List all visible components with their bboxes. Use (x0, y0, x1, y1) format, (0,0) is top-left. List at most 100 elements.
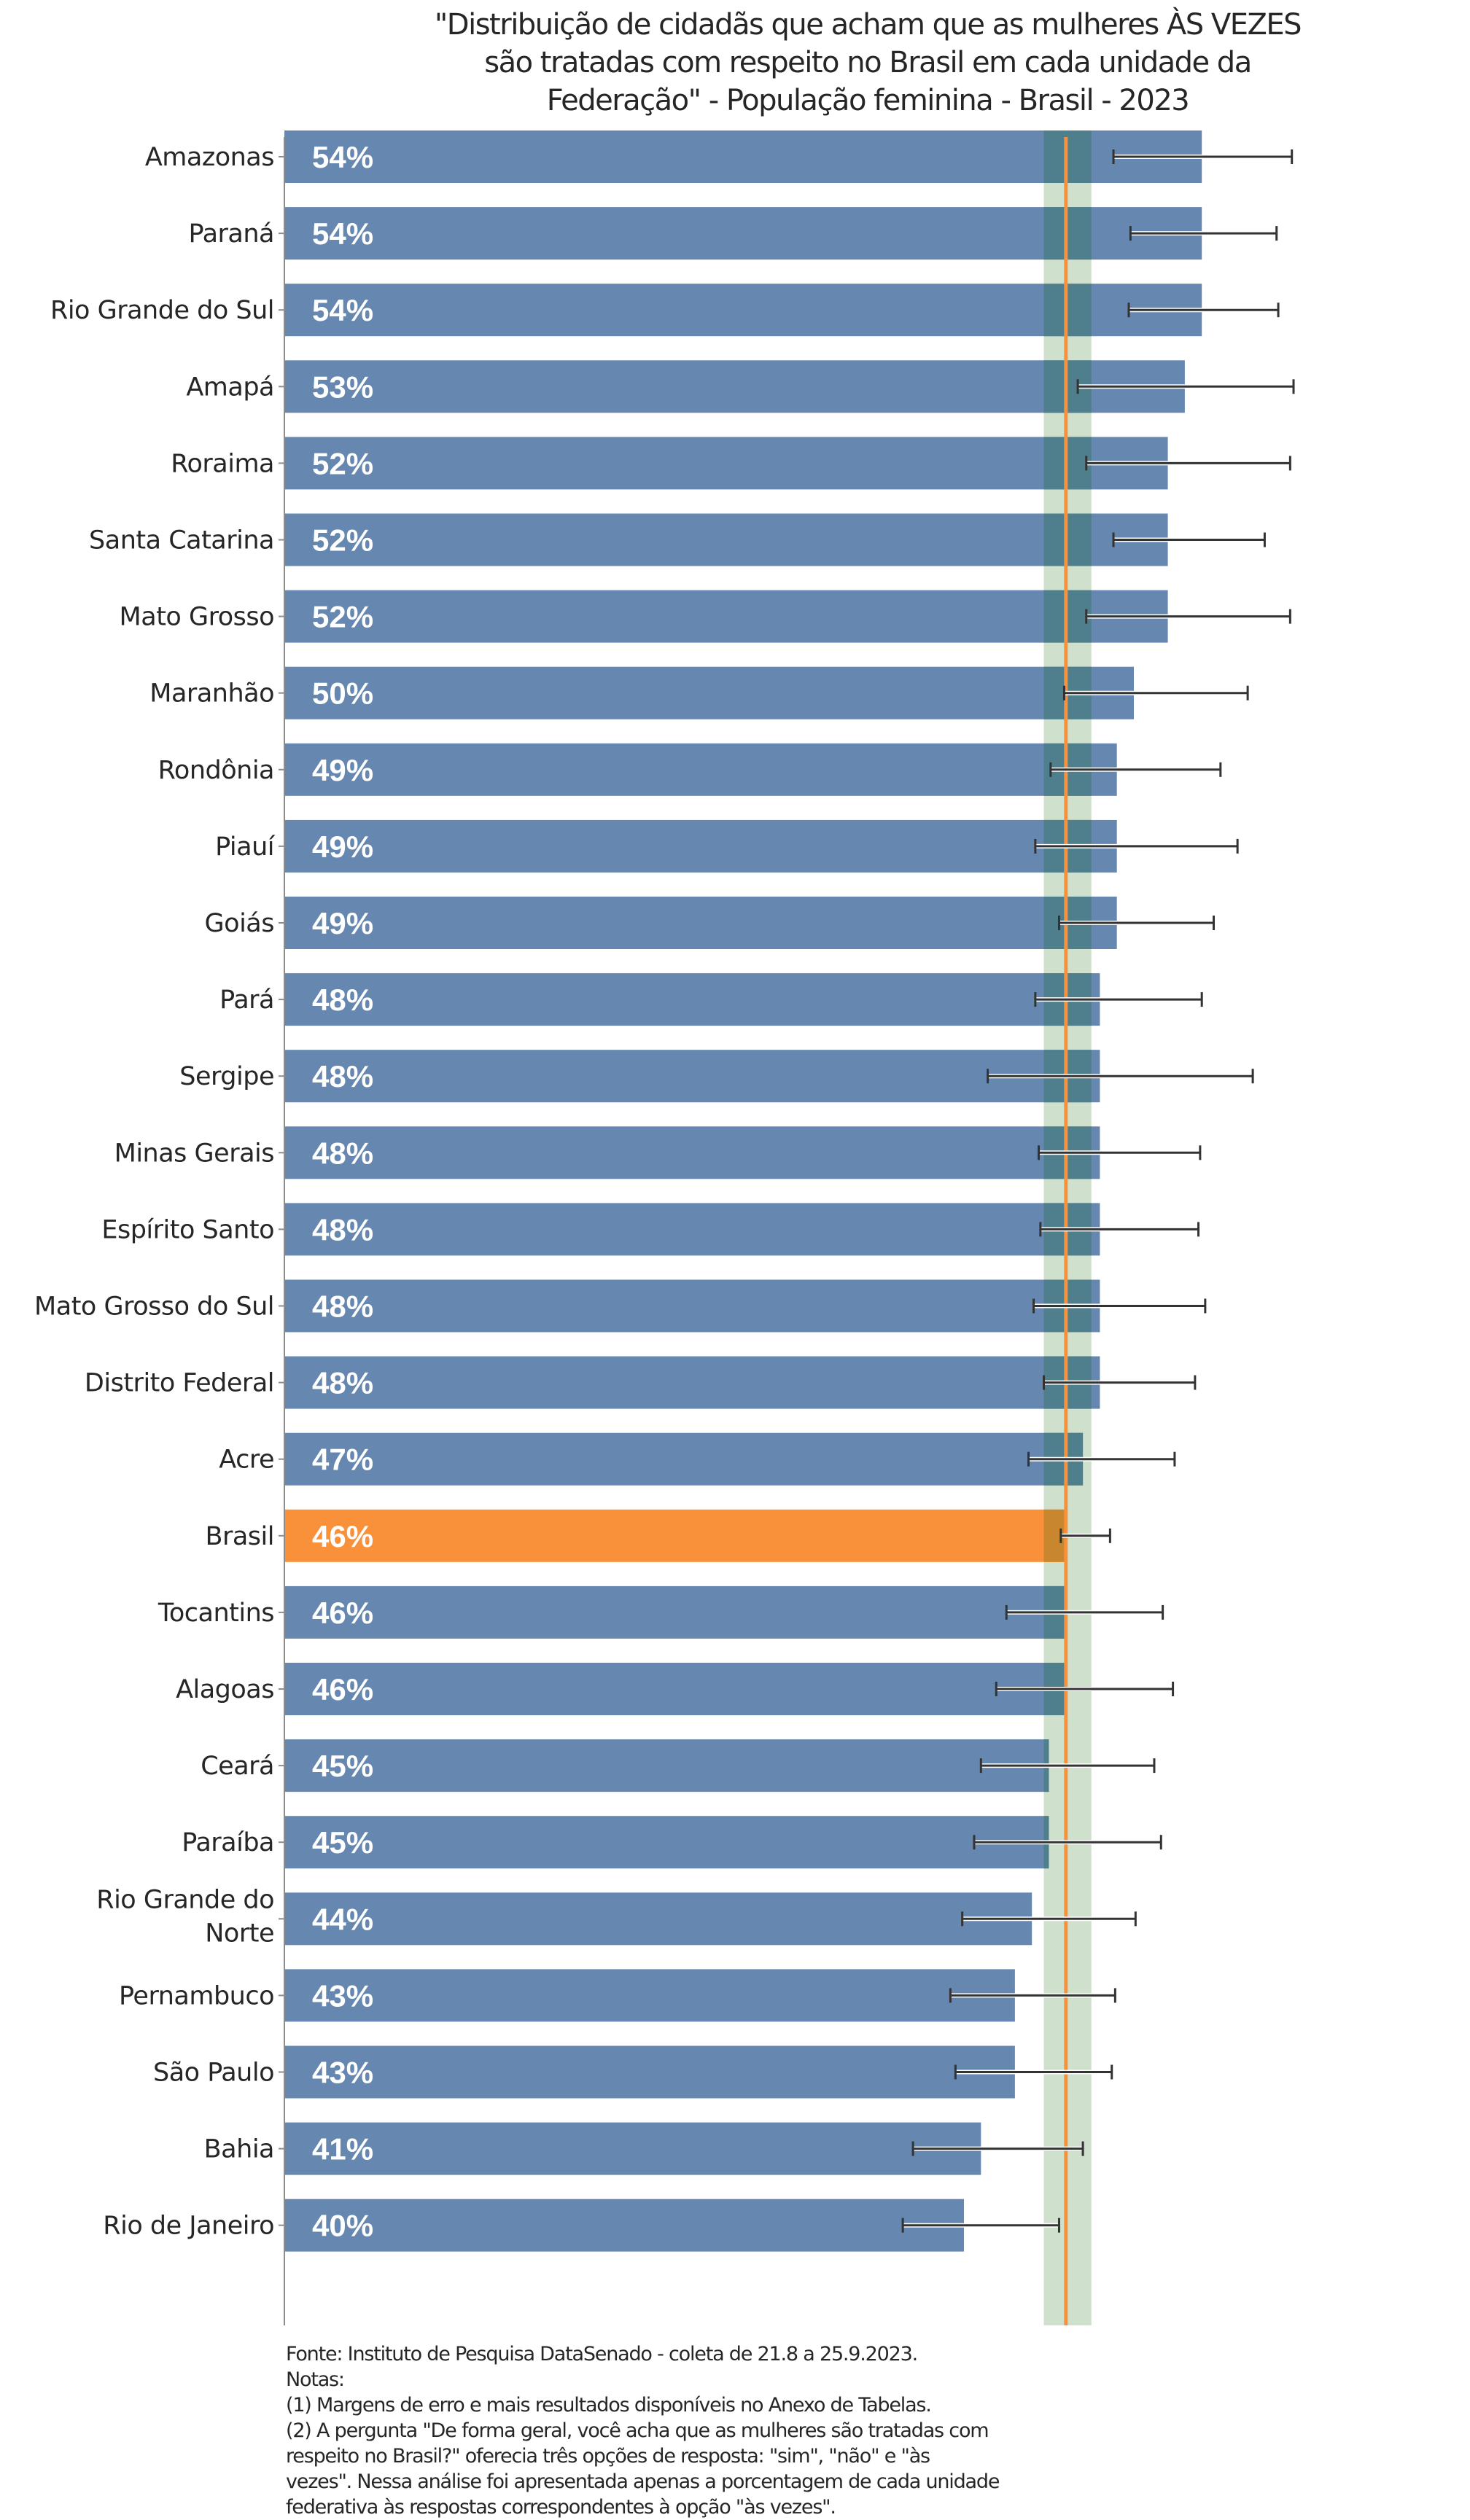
value-label: 49% (312, 830, 373, 864)
bar (284, 1432, 1084, 1486)
bar (284, 437, 1168, 490)
value-label: 43% (312, 1978, 373, 2013)
bar (284, 743, 1117, 796)
bar (284, 1663, 1066, 1715)
category-label: Rio Grande do Sul (50, 296, 274, 325)
category-label: Paraná (189, 219, 274, 249)
category-label: Norte (205, 1919, 274, 1948)
note-2-line: federativa às respostas correspondentes … (286, 2496, 836, 2519)
category-label: Piauí (215, 832, 276, 862)
y-axis (279, 137, 285, 2325)
note-1: (1) Margens de erro e mais resultados di… (286, 2394, 932, 2416)
bar (284, 1816, 1049, 1869)
value-label: 45% (312, 1825, 373, 1860)
category-label: Santa Catarina (89, 526, 274, 555)
value-label: 50% (312, 676, 373, 711)
bar (284, 360, 1185, 413)
value-label: 45% (312, 1749, 373, 1783)
value-labels-layer: 54% 54% 54% 53% 52% 52% 52% 50% 49% 49% 49% 48% 48% 4… (312, 140, 373, 2243)
bar (284, 1969, 1015, 2022)
category-label: Bahia (204, 2135, 274, 2164)
bar-brasil (284, 1509, 1066, 1562)
value-label: 46% (312, 1672, 373, 1706)
source-note: Fonte: Instituto de Pesquisa DataSenado … (286, 2343, 918, 2365)
category-label: Pernambuco (119, 1981, 274, 2010)
value-label: 48% (312, 983, 373, 1017)
category-label: São Paulo (153, 2059, 274, 2088)
category-label: Rondônia (158, 756, 274, 785)
category-label: Paraíba (182, 1828, 274, 1857)
category-label: Amazonas (145, 143, 274, 172)
notes-heading: Notas: (286, 2368, 345, 2391)
category-label: Maranhão (149, 679, 274, 709)
value-label: 40% (312, 2209, 373, 2243)
value-label: 46% (312, 1519, 373, 1553)
category-label: Goiás (205, 909, 274, 938)
bar (284, 1279, 1100, 1333)
value-label: 52% (312, 600, 373, 634)
value-label: 48% (312, 1059, 373, 1093)
category-label: Minas Gerais (114, 1139, 274, 1168)
category-label: Mato Grosso do Sul (34, 1292, 274, 1322)
category-label: Distrito Federal (85, 1369, 274, 1398)
bar (284, 1126, 1100, 1179)
category-label: Roraima (171, 449, 274, 478)
bar (284, 2199, 964, 2252)
bar (284, 513, 1168, 566)
category-label: Amapá (186, 372, 274, 402)
value-label: 46% (312, 1596, 373, 1630)
bars-layer (284, 130, 1202, 2252)
category-label: Brasil (205, 1522, 274, 1551)
value-label: 49% (312, 753, 373, 787)
category-label: Tocantins (158, 1599, 274, 1628)
chart-title: "Distribuição de cidadãs que acham que a… (306, 6, 1429, 120)
chart-title-line: Federação" - População feminina - Brasil… (546, 84, 1190, 117)
value-label: 47% (312, 1443, 373, 1477)
bar (284, 897, 1117, 949)
value-label: 41% (312, 2132, 373, 2166)
bar (284, 1050, 1100, 1103)
value-label: 43% (312, 2056, 373, 2090)
category-label: Acre (219, 1446, 274, 1475)
note-2-line: vezes". Nessa análise foi apresentada ap… (286, 2470, 1000, 2493)
value-label: 54% (312, 293, 373, 327)
value-label: 44% (312, 1902, 373, 1936)
category-label: Espírito Santo (101, 1215, 274, 1244)
category-label: Mato Grosso (120, 603, 274, 632)
bar (284, 819, 1117, 873)
category-label: Rio Grande do (96, 1885, 274, 1914)
category-label: Rio de Janeiro (103, 2212, 274, 2241)
bar (284, 973, 1100, 1026)
chart-title-line: "Distribuição de cidadãs que acham que a… (434, 8, 1302, 42)
value-label: 52% (312, 523, 373, 558)
value-label: 48% (312, 1366, 373, 1400)
category-label: Ceará (201, 1752, 274, 1781)
bar (284, 1739, 1049, 1793)
chart-title-line: são tratadas com respeito no Brasil em c… (484, 46, 1252, 79)
chart-notes: Fonte: Instituto de Pesquisa DataSenado … (286, 2341, 1190, 2520)
bar (284, 666, 1134, 719)
bar (284, 590, 1168, 643)
value-label: 54% (312, 140, 373, 174)
category-label: Alagoas (176, 1675, 274, 1704)
value-label: 54% (312, 216, 373, 251)
category-label: Pará (219, 986, 274, 1015)
value-label: 52% (312, 446, 373, 480)
value-label: 48% (312, 1212, 373, 1247)
note-2-line: (2) A pergunta "De forma geral, você ach… (286, 2419, 989, 2442)
bar (284, 1585, 1066, 1639)
value-label: 53% (312, 370, 373, 404)
bar (284, 2122, 981, 2175)
bar (284, 1356, 1100, 1409)
bar (284, 1892, 1032, 1946)
value-label: 49% (312, 906, 373, 940)
value-label: 48% (312, 1290, 373, 1324)
category-labels-layer: Amazonas Paraná Rio Grande do Sul Amapá Rora… (34, 143, 276, 2241)
bar (284, 2045, 1015, 2099)
error-bars-layer (901, 149, 1295, 2233)
category-label: Sergipe (179, 1062, 274, 1091)
bar (284, 1203, 1100, 1256)
note-2-line: respeito no Brasil?" oferecia três opçõe… (286, 2445, 930, 2468)
value-label: 48% (312, 1136, 373, 1170)
